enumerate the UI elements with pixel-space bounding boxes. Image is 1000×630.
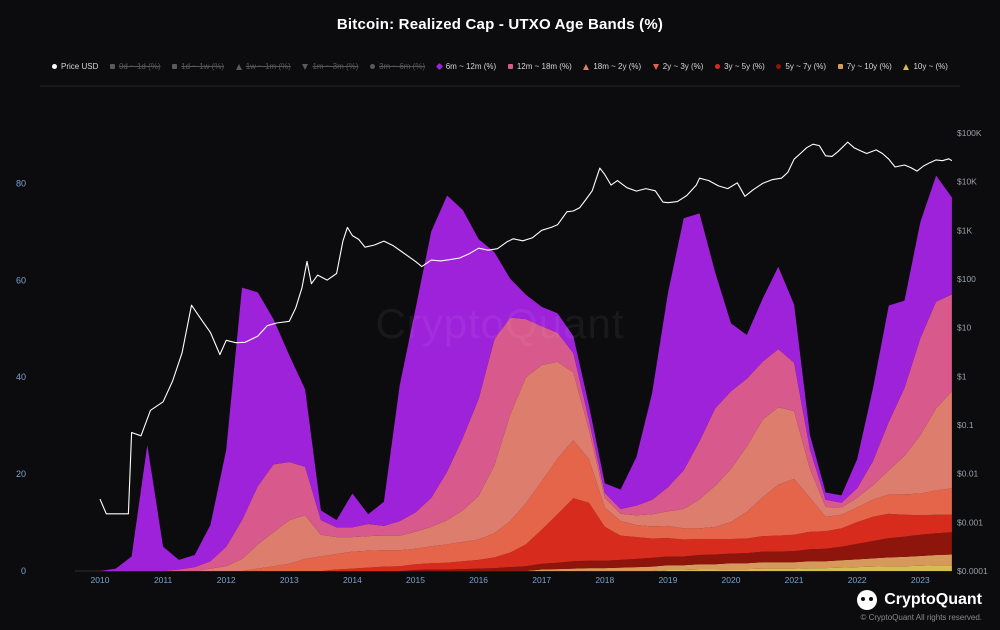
left-axis-tick: 20	[16, 469, 26, 479]
page-title: Bitcoin: Realized Cap - UTXO Age Bands (…	[336, 16, 664, 33]
right-axis-tick: $0.1	[957, 420, 974, 430]
legend-label: 6m ~ 12m (%)	[445, 62, 497, 71]
legend-label: 2y ~ 3y (%)	[662, 62, 704, 71]
legend-item-1w-1m[interactable]: 1w ~ 1m (%)	[235, 62, 291, 71]
x-axis-tick: 2012	[217, 575, 236, 585]
circle-marker-icon	[776, 64, 782, 69]
legend-item-0d-1d[interactable]: 0d ~ 1d (%)	[109, 62, 161, 71]
triangle-down-marker-icon	[302, 63, 309, 70]
legend-label: 10y ~ (%)	[913, 62, 948, 71]
right-axis-tick: $0.01	[957, 469, 979, 479]
area-series-6m-12m[interactable]	[100, 175, 952, 571]
right-axis-tick: $1	[957, 371, 967, 381]
area-series-3y-5y[interactable]	[100, 498, 952, 571]
square-marker-icon	[837, 64, 843, 69]
area-series-5y-7y[interactable]	[100, 532, 952, 571]
left-axis-tick: 0	[21, 566, 26, 576]
triangle-up-marker-icon	[903, 63, 910, 70]
area-series-7y-10y[interactable]	[100, 554, 952, 572]
x-axis-tick: 2010	[91, 575, 110, 585]
legend-item-12m-18m[interactable]: 12m ~ 18m (%)	[507, 62, 572, 71]
circle-marker-icon	[52, 64, 57, 69]
legend-label: Price USD	[61, 62, 99, 71]
legend-label: 12m ~ 18m (%)	[516, 62, 572, 71]
legend-label: 5y ~ 7y (%)	[785, 62, 827, 71]
x-axis-tick: 2019	[658, 575, 677, 585]
x-axis-tick: 2011	[154, 575, 173, 585]
legend-item-5y-7y[interactable]: 5y ~ 7y (%)	[776, 62, 826, 71]
square-marker-icon	[507, 64, 513, 69]
legend-item-6m-12m[interactable]: 6m ~ 12m (%)	[435, 62, 497, 71]
legend-label: 1w ~ 1m (%)	[245, 62, 291, 71]
legend-item-10y[interactable]: 10y ~ (%)	[903, 62, 948, 71]
x-axis-tick: 2015	[406, 575, 425, 585]
right-axis-tick: $100K	[957, 128, 982, 138]
legend-label: 1m ~ 3m (%)	[312, 62, 359, 71]
copyright-text: © CryptoQuant All rights reserved.	[860, 613, 983, 622]
x-axis-tick: 2014	[343, 575, 362, 585]
x-axis-tick: 2013	[280, 575, 299, 585]
right-axis-tick: $10K	[957, 177, 977, 187]
x-axis-tick: 2018	[595, 575, 614, 585]
circle-marker-icon	[715, 64, 721, 69]
legend: Price USD 0d ~ 1d (%) 1d ~ 1w (%) 1w ~ 1m (…	[52, 62, 948, 71]
square-marker-icon	[172, 64, 178, 69]
left-axis-tick: 80	[16, 178, 26, 188]
legend-item-18m-2y[interactable]: 18m ~ 2y (%)	[583, 62, 641, 71]
triangle-up-marker-icon	[583, 63, 590, 70]
triangle-down-marker-icon	[652, 63, 659, 70]
legend-item-3y-5y[interactable]: 3y ~ 5y (%)	[715, 62, 765, 71]
left-axis-tick: 60	[16, 275, 26, 285]
legend-label: 1d ~ 1w (%)	[181, 62, 225, 71]
x-axis-tick: 2020	[722, 575, 741, 585]
x-axis-tick: 2016	[469, 575, 488, 585]
right-axis-tick: $1K	[957, 225, 972, 235]
triangle-up-marker-icon	[235, 63, 242, 70]
area-series-2y-3y[interactable]	[100, 440, 952, 571]
cryptoquant-logo-icon	[857, 590, 878, 610]
legend-label: 0d ~ 1d (%)	[118, 62, 161, 71]
x-axis-tick: 2021	[785, 575, 804, 585]
legend-label: 18m ~ 2y (%)	[593, 62, 642, 71]
legend-item-3m-6m[interactable]: 3m ~ 6m (%)	[370, 62, 425, 71]
right-axis-tick: $0.0001	[957, 566, 988, 576]
circle-marker-icon	[370, 64, 376, 69]
right-axis-tick: $100	[957, 274, 976, 284]
x-axis-tick: 2017	[532, 575, 551, 585]
square-marker-icon	[109, 64, 115, 69]
legend-item-2y-3y[interactable]: 2y ~ 3y (%)	[652, 62, 704, 71]
legend-item-1m-3m[interactable]: 1m ~ 3m (%)	[302, 62, 358, 71]
price-line[interactable]	[99, 141, 953, 515]
area-series-10y[interactable]	[100, 565, 952, 571]
right-axis-tick: $0.001	[957, 517, 983, 527]
area-series-18m-2y[interactable]	[100, 361, 952, 571]
footer: CryptoQuant © CryptoQuant All rights res…	[857, 590, 982, 622]
legend-label: 7y ~ 10y (%)	[846, 62, 892, 71]
brand-name: CryptoQuant	[884, 591, 982, 608]
left-axis-tick: 40	[16, 372, 26, 382]
x-axis-tick: 2023	[911, 575, 930, 585]
legend-label: 3m ~ 6m (%)	[379, 62, 426, 71]
legend-item-1d-1w[interactable]: 1d ~ 1w (%)	[172, 62, 224, 71]
right-axis-tick: $10	[957, 323, 971, 333]
legend-item-7y-10y[interactable]: 7y ~ 10y (%)	[837, 62, 892, 71]
x-axis-tick: 2022	[848, 575, 867, 585]
area-series-12m-18m[interactable]	[100, 294, 952, 571]
legend-label: 3y ~ 5y (%)	[724, 62, 765, 71]
legend-item-price-usd[interactable]: Price USD	[52, 62, 98, 71]
